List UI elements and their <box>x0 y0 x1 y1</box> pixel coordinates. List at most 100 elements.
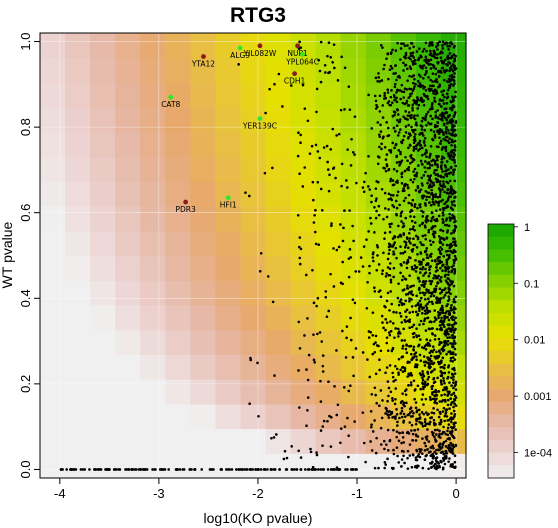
data-point <box>442 430 446 434</box>
heatmap-cell <box>440 107 467 133</box>
data-point <box>410 325 414 329</box>
data-point <box>406 67 409 71</box>
x-tick-label: -2 <box>252 486 264 501</box>
data-point <box>395 96 398 100</box>
heatmap-cell <box>340 230 367 257</box>
heatmap-cell <box>240 57 267 84</box>
data-point <box>401 436 405 439</box>
data-point <box>444 173 447 176</box>
data-point <box>442 175 445 179</box>
legend-swatch <box>488 287 514 301</box>
data-point <box>451 326 455 329</box>
data-point <box>443 325 446 329</box>
data-point <box>422 141 426 144</box>
data-point <box>423 420 427 424</box>
data-point <box>437 248 441 251</box>
data-point <box>369 410 373 413</box>
data-point <box>441 131 445 134</box>
data-point <box>393 82 397 86</box>
data-point <box>397 373 400 376</box>
data-point <box>417 288 421 291</box>
data-point <box>427 219 430 222</box>
data-point <box>386 88 390 92</box>
data-point <box>454 404 458 407</box>
data-point <box>437 259 440 263</box>
data-point <box>351 468 354 471</box>
data-point <box>392 183 396 186</box>
data-point <box>416 237 420 241</box>
data-point <box>412 348 416 352</box>
data-point <box>380 142 383 146</box>
data-point <box>337 132 341 136</box>
data-point <box>424 250 427 253</box>
data-point <box>444 149 448 153</box>
data-point <box>408 237 412 240</box>
data-point <box>447 277 450 281</box>
data-point <box>446 95 450 99</box>
data-point <box>406 79 409 82</box>
heatmap-cell <box>140 131 166 158</box>
data-point <box>424 160 427 163</box>
data-point <box>438 136 441 139</box>
data-point <box>409 178 413 182</box>
data-point <box>248 468 252 471</box>
heatmap-cell <box>240 206 267 232</box>
data-point <box>434 440 438 443</box>
data-point <box>321 444 324 447</box>
data-point <box>385 163 389 166</box>
data-point <box>352 374 355 378</box>
data-point <box>449 309 453 312</box>
heatmap-cell <box>315 181 342 207</box>
data-point <box>443 419 446 423</box>
data-point <box>427 230 430 234</box>
data-point <box>454 133 457 136</box>
data-point <box>297 131 300 134</box>
data-point <box>452 170 455 174</box>
data-point <box>259 468 263 471</box>
data-point <box>396 420 399 424</box>
heatmap-cell <box>290 403 317 430</box>
data-point <box>446 188 450 192</box>
data-point <box>440 432 444 436</box>
data-point <box>384 318 388 321</box>
data-point <box>281 105 284 108</box>
data-point <box>438 208 442 211</box>
data-point <box>431 444 434 448</box>
data-point <box>420 55 423 59</box>
data-point <box>263 171 267 175</box>
data-point <box>410 60 414 63</box>
data-point <box>411 227 415 231</box>
y-tick-label: 1.0 <box>18 33 33 51</box>
data-point <box>305 368 308 371</box>
gene-marker <box>237 45 243 51</box>
data-point <box>429 243 433 246</box>
heatmap-cell <box>340 107 367 133</box>
data-point <box>371 333 375 337</box>
data-point <box>441 229 445 233</box>
data-point <box>425 123 428 127</box>
data-point <box>254 468 258 471</box>
data-point <box>385 57 388 61</box>
data-point <box>377 76 381 79</box>
data-point <box>346 186 349 189</box>
data-point <box>447 460 450 463</box>
data-point <box>450 448 454 452</box>
data-point <box>445 291 448 295</box>
heatmap-cell <box>265 181 292 207</box>
heatmap-cell <box>265 428 292 454</box>
data-point <box>424 58 428 61</box>
data-point <box>316 332 319 336</box>
data-point <box>411 310 415 314</box>
data-point <box>385 299 389 303</box>
heatmap-cell <box>115 403 141 430</box>
data-point <box>444 449 448 453</box>
legend-swatch <box>488 414 514 428</box>
data-point <box>421 76 425 80</box>
data-point <box>181 468 185 471</box>
data-point <box>423 282 427 286</box>
data-point <box>362 180 366 184</box>
data-point <box>393 402 397 406</box>
data-point <box>427 375 431 379</box>
data-point <box>411 267 414 271</box>
y-tick-label: 0.0 <box>18 460 33 478</box>
